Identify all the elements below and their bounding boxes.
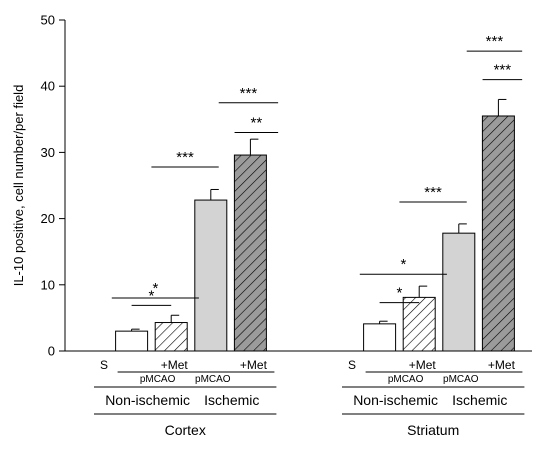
y-tick-label: 30: [41, 145, 55, 160]
significance-label: *: [148, 287, 154, 304]
label-ischemic: Ischemic: [452, 392, 507, 408]
y-tick-label: 10: [41, 277, 55, 292]
label-pmcao: pMCAO: [443, 374, 479, 385]
label-non-ischemic: Non-ischemic: [105, 392, 190, 408]
y-tick-label: 0: [48, 344, 55, 359]
label-striatum: Striatum: [407, 422, 459, 438]
significance-label: ***: [240, 85, 258, 102]
label-met: +Met: [240, 358, 268, 372]
bar: [481, 115, 515, 352]
bar: [154, 322, 188, 352]
label-non-ischemic: Non-ischemic: [353, 392, 438, 408]
bar: [194, 199, 228, 352]
y-tick-label: 20: [41, 211, 55, 226]
bar: [402, 296, 436, 352]
label-ischemic: Ischemic: [204, 392, 259, 408]
significance-label: ***: [424, 184, 442, 201]
group-labels: S +Met +Met pMCAO pMCAO Non-ischemic Ischemic S…: [94, 358, 525, 438]
y-axis-label: IL-10 positive, cell number/per field: [11, 85, 26, 287]
label-met: +Met: [409, 358, 437, 372]
label-met: +Met: [488, 358, 516, 372]
significance-label: ***: [486, 33, 504, 50]
label-s: S: [100, 358, 108, 372]
significance-label: ***: [176, 149, 194, 166]
y-tick-label: 40: [41, 79, 55, 94]
significance-label: *: [396, 285, 402, 302]
label-pmcao: pMCAO: [388, 374, 424, 385]
bar: [115, 330, 149, 352]
label-pmcao: pMCAO: [140, 374, 176, 385]
bars: [115, 98, 515, 352]
bar: [442, 232, 476, 352]
label-met: +Met: [161, 358, 189, 372]
label-cortex: Cortex: [165, 422, 206, 438]
bar: [363, 323, 397, 352]
significance-annotations: *********************: [111, 33, 523, 306]
label-pmcao: pMCAO: [195, 374, 231, 385]
bar: [233, 154, 267, 352]
y-tick-label: 50: [41, 13, 55, 28]
significance-label: **: [250, 115, 262, 132]
significance-label: ***: [494, 62, 512, 79]
significance-label: *: [400, 256, 406, 273]
label-s: S: [348, 358, 356, 372]
significance-label: *: [152, 280, 158, 297]
